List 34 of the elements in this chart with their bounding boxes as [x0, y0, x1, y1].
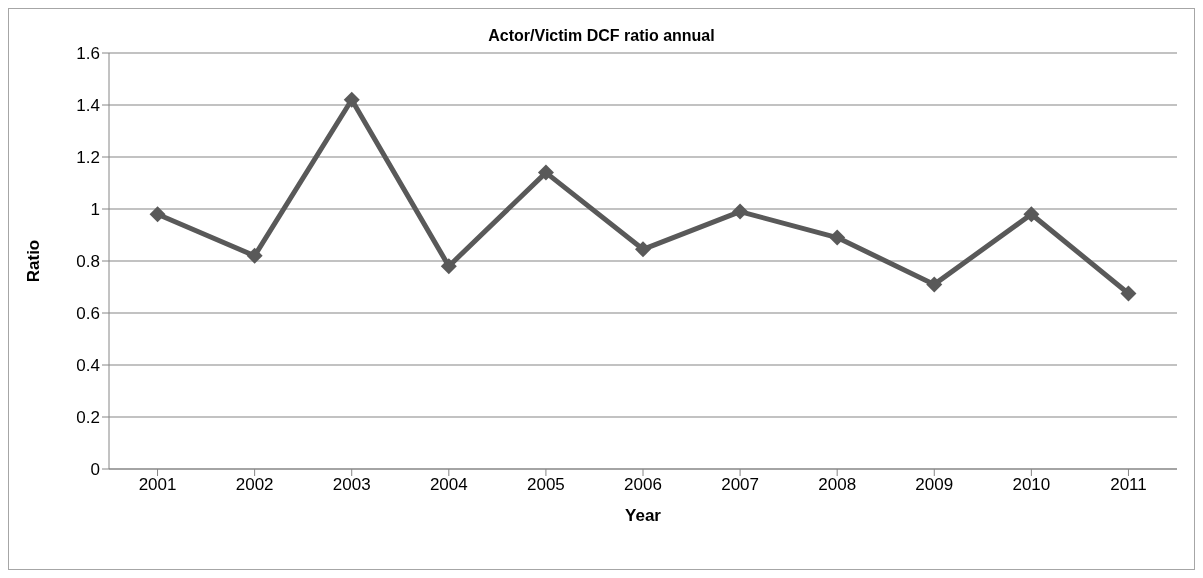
- y-tick-label: 0.2: [76, 408, 100, 428]
- x-tick-label: 2007: [721, 475, 759, 495]
- point: [149, 206, 166, 223]
- y-tick-label: 1.2: [76, 148, 100, 168]
- x-tick-label: 2006: [624, 475, 662, 495]
- point: [1023, 206, 1040, 223]
- point: [926, 276, 943, 293]
- x-tick-label: 2004: [429, 475, 468, 495]
- point: [537, 164, 554, 181]
- x-tick-label: 2001: [138, 475, 177, 495]
- x-tick-label: 2010: [1012, 475, 1051, 495]
- x-axis-title: Year: [625, 506, 662, 525]
- point: [1120, 285, 1137, 302]
- x-tick-label: 2008: [818, 475, 857, 495]
- y-tick-label: 0.8: [76, 252, 100, 272]
- point: [732, 203, 749, 220]
- point: [246, 247, 263, 264]
- x-tick-label: 2011: [1110, 475, 1147, 495]
- x-tick-label: 2002: [235, 475, 274, 495]
- y-tick-label: 1.4: [76, 96, 100, 116]
- point: [440, 258, 457, 275]
- y-tick-label: 0.6: [76, 304, 100, 324]
- y-tick-label: 1.6: [76, 44, 100, 64]
- chart-title: Actor/Victim DCF ratio annual: [487, 27, 716, 45]
- x-tick-label: 2009: [915, 475, 954, 495]
- x-tick-label: 2005: [527, 475, 565, 495]
- point: [635, 241, 651, 258]
- point: [829, 229, 846, 246]
- y-tick-label: 0: [90, 460, 100, 480]
- x-tick-label: 2003: [332, 475, 371, 495]
- y-tick-label: 1: [90, 200, 100, 220]
- y-axis-title: Ratio: [24, 239, 44, 283]
- y-tick-label: 0.4: [76, 356, 100, 376]
- point: [343, 91, 360, 108]
